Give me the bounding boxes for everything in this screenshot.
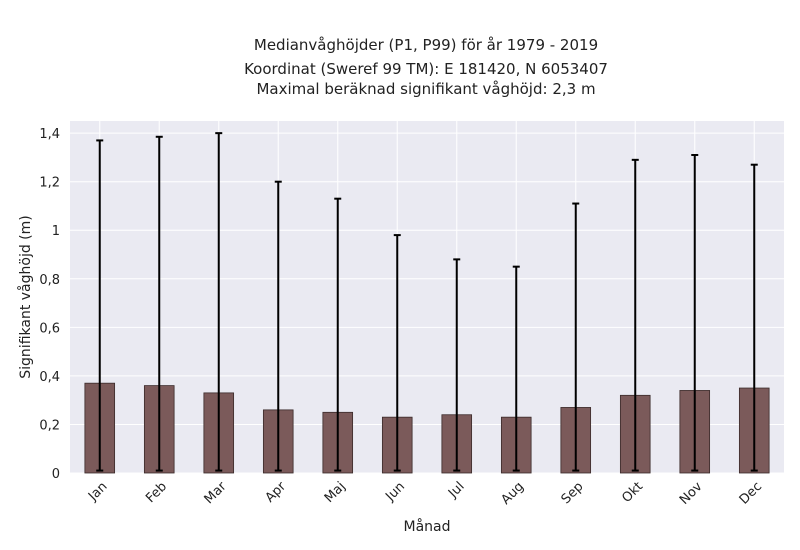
y-tick-label: 1,4 — [39, 127, 60, 142]
x-tick-label-jan: Jan — [85, 479, 110, 504]
x-tick-label-nov: Nov — [677, 479, 706, 508]
y-tick-labels: 0 0,2 0,4 0,6 0,8 1 1,2 1,4 — [39, 127, 60, 482]
y-tick-label: 1,2 — [39, 176, 60, 191]
x-tick-label-dec: Dec — [737, 479, 765, 507]
error-bar-aug — [512, 265, 520, 472]
x-tick-label-jun: Jun — [382, 479, 408, 505]
x-tick-label-jul: Jul — [445, 479, 467, 501]
x-tick-label-feb: Feb — [143, 479, 170, 506]
x-tick-label-apr: Apr — [263, 479, 290, 506]
title-line-3: Maximal beräknad signifikant våghöjd: 2,… — [256, 80, 595, 98]
title-line-2: Koordinat (Sweref 99 TM): E 181420, N 60… — [244, 60, 608, 78]
error-bar-feb — [155, 135, 163, 472]
error-bar-sep — [572, 202, 580, 472]
x-tick-label-maj: Maj — [322, 479, 349, 506]
plot-area — [70, 121, 784, 473]
error-bar-jul — [453, 258, 461, 472]
y-tick-label: 0 — [52, 467, 60, 482]
error-bar-apr — [274, 180, 282, 472]
error-bar-nov — [691, 153, 699, 472]
error-bar-dec — [750, 163, 758, 472]
error-bar-maj — [334, 197, 342, 472]
y-tick-label: 0,6 — [39, 321, 60, 336]
chart-title: Medianvåghöjder (P1, P99) för år 1979 - … — [244, 36, 608, 98]
error-bar-okt — [631, 158, 639, 472]
title-line-1: Medianvåghöjder (P1, P99) för år 1979 - … — [254, 36, 598, 54]
x-tick-label-sep: Sep — [559, 479, 587, 507]
error-bars — [96, 132, 758, 472]
x-tick-label-aug: Aug — [499, 479, 528, 508]
y-tick-label: 0,2 — [39, 418, 60, 433]
x-axis-label: Månad — [404, 518, 451, 535]
y-tick-label: 0,8 — [39, 273, 60, 288]
y-axis-label: Signifikant våghöjd (m) — [17, 215, 34, 378]
error-bar-jan — [96, 139, 104, 472]
x-tick-labels: Jan Feb Mar Apr Maj Jun Jul Aug Sep Okt Nov Dec — [85, 479, 765, 508]
x-tick-label-okt: Okt — [619, 479, 646, 506]
y-tick-label: 0,4 — [39, 370, 60, 385]
error-bar-mar — [215, 132, 223, 472]
y-tick-label: 1 — [52, 224, 60, 239]
error-bar-jun — [393, 234, 401, 472]
x-tick-label-mar: Mar — [202, 479, 230, 507]
